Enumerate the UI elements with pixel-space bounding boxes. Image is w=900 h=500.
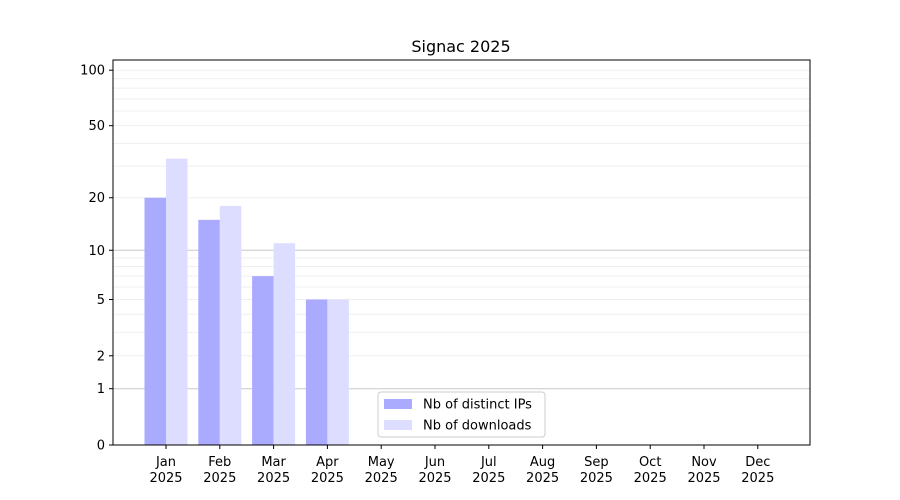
x-tick-label: Oct	[639, 455, 661, 470]
x-tick-label: Jan	[155, 455, 176, 470]
y-tick-label: 20	[88, 191, 105, 206]
x-tick-label: 2025	[526, 471, 559, 486]
y-tick-label: 1	[97, 382, 105, 397]
x-tick-label: May	[368, 455, 395, 470]
x-tick-label: 2025	[257, 471, 290, 486]
chart-title: Signac 2025	[411, 37, 510, 56]
x-tick-label: 2025	[418, 471, 451, 486]
x-tick-label: 2025	[365, 471, 398, 486]
x-tick-label: Nov	[691, 455, 717, 470]
y-tick-label: 50	[88, 119, 105, 134]
x-tick-label: 2025	[687, 471, 720, 486]
plot-frame	[112, 59, 811, 446]
legend-label: Nb of downloads	[423, 419, 532, 434]
x-tick-label: Sep	[584, 455, 609, 470]
legend-swatch	[384, 399, 412, 409]
y-tick-label: 10	[88, 244, 105, 259]
y-tick-label: 100	[80, 64, 105, 79]
bar-distinct-ips	[198, 219, 220, 445]
x-tick-label: Apr	[316, 455, 339, 470]
bar-downloads	[273, 243, 296, 445]
bar-downloads	[327, 299, 349, 445]
x-tick-label: Jul	[480, 455, 497, 470]
x-tick-label: Jun	[424, 455, 445, 470]
x-tick-label: 2025	[472, 471, 505, 486]
x-tick-label: Feb	[208, 455, 231, 470]
y-tick-label: 2	[97, 349, 105, 364]
bar-distinct-ips	[144, 197, 166, 445]
bar-downloads	[166, 158, 188, 445]
y-tick-label: 0	[97, 439, 105, 454]
legend: Nb of distinct IPs Nb of downloads	[377, 391, 546, 438]
x-tick-label: Dec	[745, 455, 770, 470]
x-tick-label: 2025	[741, 471, 774, 486]
legend-label: Nb of distinct IPs	[423, 398, 532, 413]
x-tick-label: 2025	[634, 471, 667, 486]
x-tick-label: Mar	[261, 455, 286, 470]
x-tick-label: 2025	[580, 471, 613, 486]
y-tick-label: 5	[97, 293, 105, 308]
x-tick-label: 2025	[149, 471, 182, 486]
bar-downloads	[219, 205, 242, 445]
x-tick-label: 2025	[311, 471, 344, 486]
legend-swatch	[384, 420, 412, 430]
x-tick-label: 2025	[203, 471, 236, 486]
bar-distinct-ips	[252, 276, 274, 445]
x-tick-label: Aug	[530, 455, 555, 470]
bar-distinct-ips	[305, 299, 328, 445]
